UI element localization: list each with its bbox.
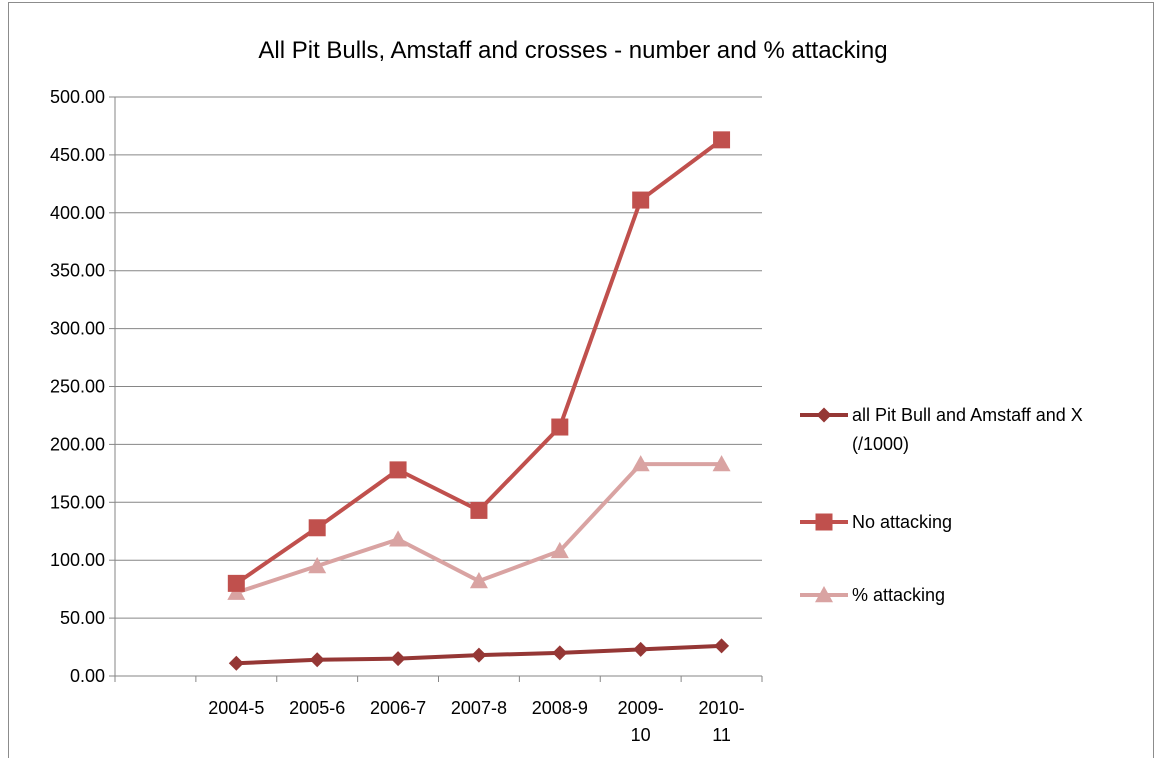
data-point — [714, 638, 730, 654]
y-tick-label: 200.00 — [50, 434, 105, 454]
data-point — [470, 501, 488, 519]
series-triangle — [227, 455, 731, 600]
data-point — [551, 418, 569, 436]
gridlines — [115, 96, 762, 619]
series-square — [227, 131, 731, 592]
legend-label: No attacking — [852, 512, 952, 532]
data-point — [631, 455, 650, 472]
y-tick-label: 250.00 — [50, 377, 105, 397]
axes: 0.00 50.00 100.00 150.00 200.00 250.00 300.00 3… — [50, 87, 763, 745]
y-tick-label: 300.00 — [50, 319, 105, 339]
y-tick-label: 500.00 — [50, 87, 105, 107]
series-diamond — [228, 638, 730, 671]
data-point — [308, 556, 327, 574]
y-tick-label: 150.00 — [50, 492, 105, 512]
data-point — [227, 574, 245, 592]
x-tick-label: 2008-9 — [532, 698, 588, 718]
series-group — [227, 131, 731, 671]
data-point — [390, 651, 406, 667]
data-point — [308, 519, 326, 537]
y-tick-label: 0.00 — [70, 666, 105, 686]
legend-label: % attacking — [852, 585, 945, 605]
y-tick-label: 100.00 — [50, 550, 105, 570]
data-point — [389, 530, 408, 547]
legend-item: No attacking — [800, 512, 952, 532]
legend-marker — [815, 586, 833, 603]
y-tick-label: 50.00 — [60, 608, 105, 628]
x-tick-label: 2010- — [699, 698, 745, 718]
data-point — [389, 461, 407, 479]
x-tick-label: 2009- — [618, 698, 664, 718]
x-tick-label: 2004-5 — [208, 698, 264, 718]
data-point — [471, 647, 487, 663]
data-point — [469, 572, 488, 589]
x-tick-label: 2007-8 — [451, 698, 507, 718]
y-tick-label: 350.00 — [50, 261, 105, 281]
legend: all Pit Bull and Amstaff and X (/1000) No … — [800, 405, 1083, 605]
legend-label: (/1000) — [852, 434, 909, 454]
x-tick-label: 11 — [712, 725, 731, 745]
y-tick-label: 400.00 — [50, 203, 105, 223]
data-point — [713, 131, 731, 149]
x-tick-label: 2005-6 — [289, 698, 345, 718]
data-point — [550, 541, 569, 559]
y-tick-label: 450.00 — [50, 145, 105, 165]
legend-item: all Pit Bull and Amstaff and X (/1000) — [800, 405, 1083, 454]
data-point — [309, 652, 325, 668]
legend-label: all Pit Bull and Amstaff and X — [852, 405, 1083, 425]
x-tick-label: 2006-7 — [370, 698, 426, 718]
data-point — [552, 645, 568, 661]
chart-frame — [8, 2, 1154, 758]
data-point — [712, 455, 731, 472]
data-point — [632, 191, 650, 209]
legend-marker — [815, 513, 833, 531]
legend-item: % attacking — [800, 585, 945, 605]
chart-title: All Pit Bulls, Amstaff and crosses - num… — [258, 37, 887, 64]
legend-marker — [816, 407, 832, 423]
x-tick-label: 10 — [631, 725, 651, 745]
data-point — [228, 655, 244, 671]
data-point — [633, 641, 649, 657]
